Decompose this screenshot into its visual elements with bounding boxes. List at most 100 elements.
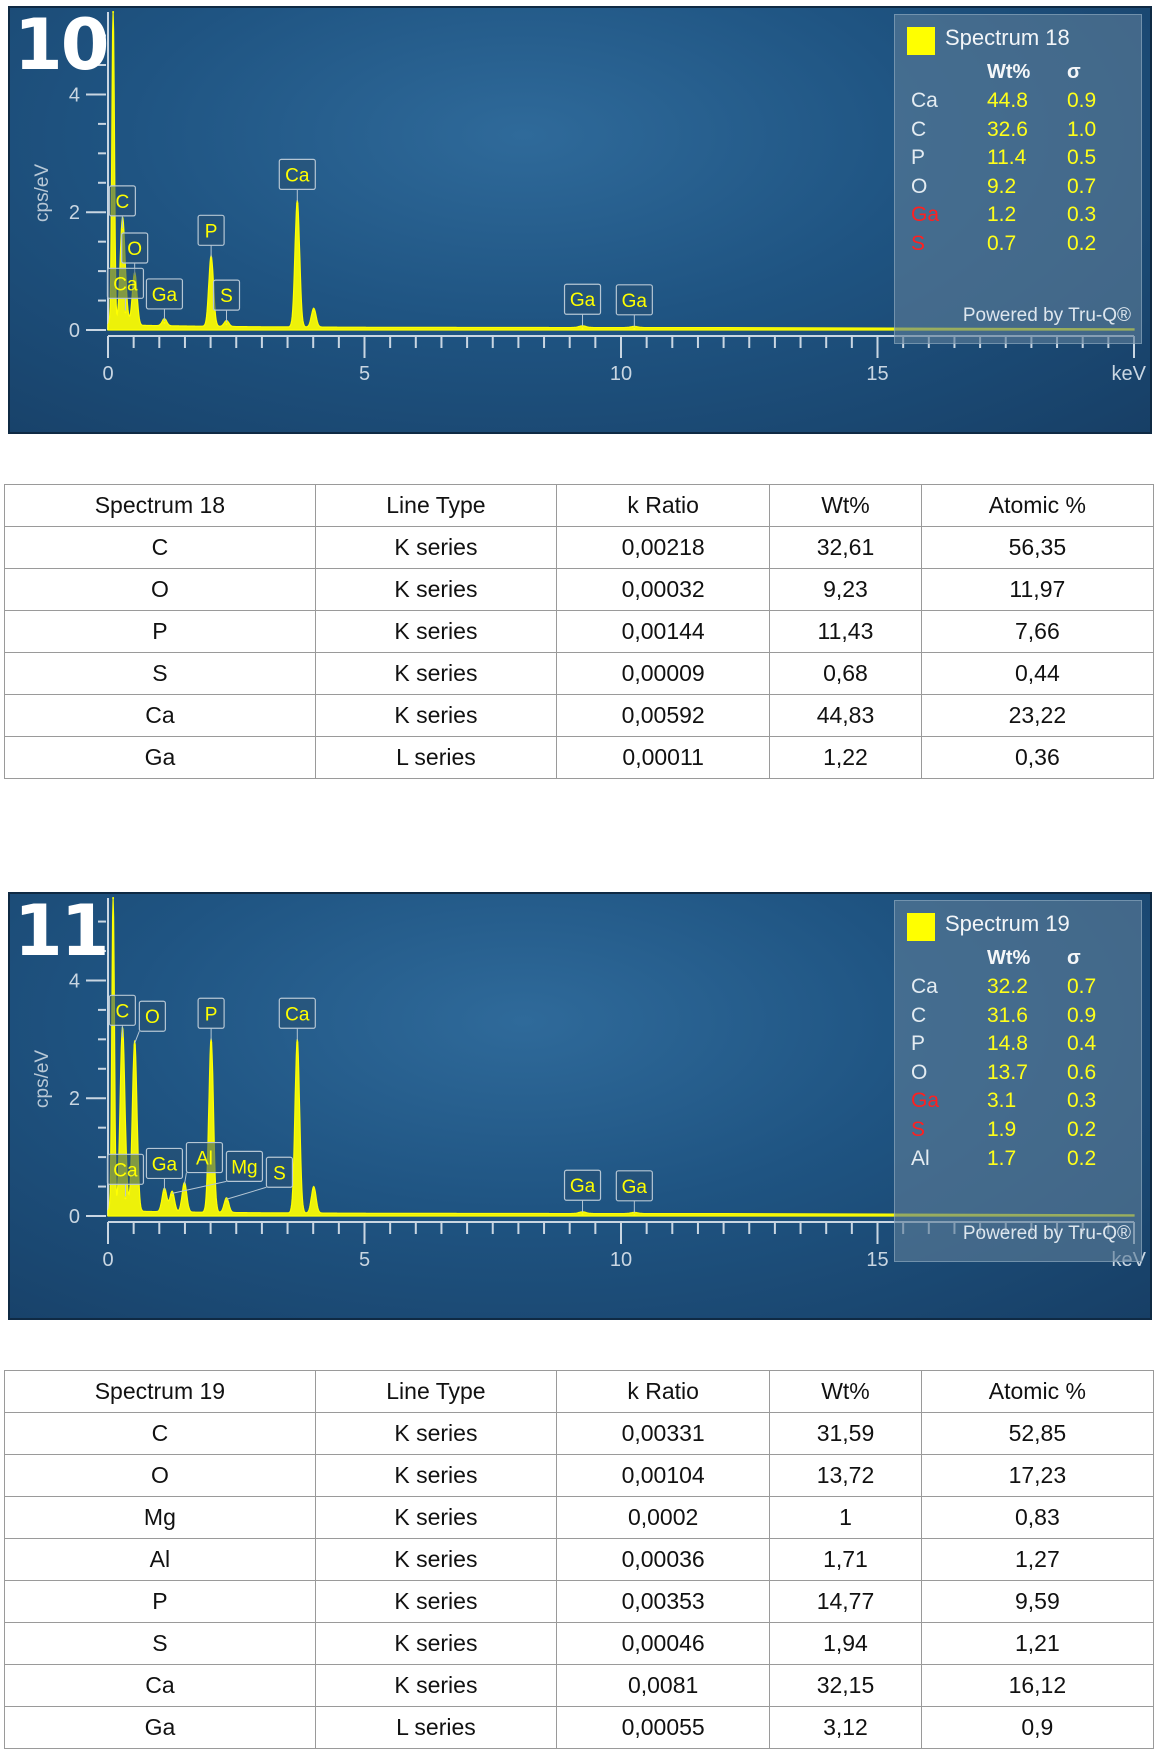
table-cell: 0,00353 xyxy=(556,1580,771,1623)
legend-wt-value: 1.7 xyxy=(987,1146,1017,1170)
table-cell: 7,66 xyxy=(920,610,1155,653)
figure-number: 10 xyxy=(14,6,109,86)
table-cell: P xyxy=(4,1580,316,1623)
table-cell: L series xyxy=(314,1706,558,1749)
legend-row: O 13.7 0.6 xyxy=(895,1061,1141,1093)
legend-sigma-value: 0.2 xyxy=(1067,232,1097,255)
table-cell: Mg xyxy=(4,1496,316,1539)
legend-title: Spectrum 18 xyxy=(945,25,1070,50)
peak-label: P xyxy=(197,214,225,258)
legend-sigma-value: 0.4 xyxy=(1067,1032,1097,1056)
table-cell: 56,35 xyxy=(920,526,1155,569)
legend-sigma-value: 0.7 xyxy=(1067,174,1097,198)
table-cell: 13,72 xyxy=(769,1454,922,1497)
legend-row: Al 1.7 0.2 xyxy=(895,1147,1141,1179)
legend-row: C 31.6 0.9 xyxy=(895,1004,1141,1036)
table-header-cell: Wt% xyxy=(769,1370,922,1413)
peak-label: O xyxy=(121,232,149,275)
spectrum-chart-panel: 0 2 4 0 5 10 15 keV C O Ca Ga P S Ca Ga Ga 10 cps/eV Spe… xyxy=(8,6,1152,434)
table-cell: 0,00032 xyxy=(556,568,771,611)
legend-sigma-value: 0.3 xyxy=(1067,1089,1097,1113)
series-color-swatch xyxy=(907,27,935,55)
legend-element: Ga xyxy=(911,1089,940,1113)
table-cell: 44,83 xyxy=(769,694,922,737)
legend-element: C xyxy=(911,117,927,141)
spectrum-peak xyxy=(112,897,115,899)
y-tick-label: 0 xyxy=(69,1206,80,1228)
peak-label: Ga xyxy=(615,1170,653,1213)
table-cell: P xyxy=(4,610,316,653)
peak-label: Ca xyxy=(278,158,316,202)
legend-sigma-header: σ xyxy=(1067,947,1081,969)
table-cell: S xyxy=(4,1622,316,1665)
peak-label: Mg xyxy=(172,1150,264,1194)
spectrum-peak xyxy=(163,321,166,324)
table-cell: 0,00104 xyxy=(556,1454,771,1497)
table-row: Mg K series 0,0002 1 0,83 xyxy=(4,1496,1155,1539)
peak-label-leader xyxy=(226,1186,267,1200)
legend-sigma-value: 0.5 xyxy=(1067,146,1097,170)
legend-sigma-value: 0.6 xyxy=(1067,1060,1097,1084)
peak-label-text: O xyxy=(127,239,142,260)
table-cell: 1,71 xyxy=(769,1538,922,1581)
table-cell: K series xyxy=(314,694,558,737)
table-cell: 16,12 xyxy=(920,1664,1155,1707)
table-cell: Ga xyxy=(4,736,316,779)
table-cell: 17,23 xyxy=(920,1454,1155,1497)
legend-wt-header: Wt% xyxy=(987,61,1031,83)
table-row: Ga L series 0,00011 1,22 0,36 xyxy=(4,736,1155,779)
legend-wt-value: 32.2 xyxy=(987,975,1028,998)
peak-label-text: Al xyxy=(196,1149,213,1170)
table-cell: K series xyxy=(314,1664,558,1707)
peak-label: Ca xyxy=(278,997,316,1041)
legend-wt-value: 11.4 xyxy=(987,146,1027,170)
table-cell: 0,00036 xyxy=(556,1538,771,1581)
legend-row: Ga 3.1 0.3 xyxy=(895,1089,1141,1121)
table-cell: 1,94 xyxy=(769,1622,922,1665)
table-header-cell: Wt% xyxy=(769,484,922,527)
legend-element: S xyxy=(911,1118,926,1141)
spectrum-peak xyxy=(210,258,213,261)
table-cell: 14,77 xyxy=(769,1580,922,1623)
series-color-swatch xyxy=(907,913,935,941)
x-tick-label: 5 xyxy=(359,1249,370,1271)
peak-label-text: O xyxy=(145,1007,160,1028)
table-cell: L series xyxy=(314,736,558,779)
table-cell: 0,68 xyxy=(769,652,922,695)
peak-label-text: S xyxy=(273,1163,286,1184)
table-cell: K series xyxy=(314,1454,558,1497)
peak-label-text: Ga xyxy=(152,1154,178,1175)
table-cell: 32,61 xyxy=(769,526,922,569)
table-cell: Ga xyxy=(4,1706,316,1749)
table-header-cell: Spectrum 19 xyxy=(4,1370,316,1413)
legend-sigma-header: σ xyxy=(1067,61,1081,83)
table-cell: Ca xyxy=(4,694,316,737)
legend-sigma-value: 0.2 xyxy=(1067,1146,1097,1170)
spectrum-peak xyxy=(121,1038,124,1041)
table-header-cell: Line Type xyxy=(314,1370,558,1413)
legend-row: O 9.2 0.7 xyxy=(895,175,1141,207)
table-cell: K series xyxy=(314,568,558,611)
peak-label-text: P xyxy=(205,221,218,242)
table-cell: Al xyxy=(4,1538,316,1581)
table-row: Ga L series 0,00055 3,12 0,9 xyxy=(4,1706,1155,1749)
legend-element: Ca xyxy=(911,975,938,998)
table-cell: 0,9 xyxy=(920,1706,1155,1749)
table-cell: 11,43 xyxy=(769,610,922,653)
table-header-cell: Spectrum 18 xyxy=(4,484,316,527)
peak-label-text: Ca xyxy=(113,274,138,295)
peak-label: Ca xyxy=(106,1153,145,1197)
x-tick-label: 10 xyxy=(610,1249,632,1271)
x-tick-label: 10 xyxy=(610,363,632,385)
peak-label-box xyxy=(225,1150,264,1182)
table-cell: 1,27 xyxy=(920,1538,1155,1581)
legend-sigma-value: 0.9 xyxy=(1067,1003,1097,1027)
table-cell: 0,83 xyxy=(920,1496,1155,1539)
legend-wt-value: 3.1 xyxy=(987,1089,1017,1113)
spectrum-peak xyxy=(210,1041,213,1044)
legend-wt-value: 13.7 xyxy=(987,1060,1028,1084)
